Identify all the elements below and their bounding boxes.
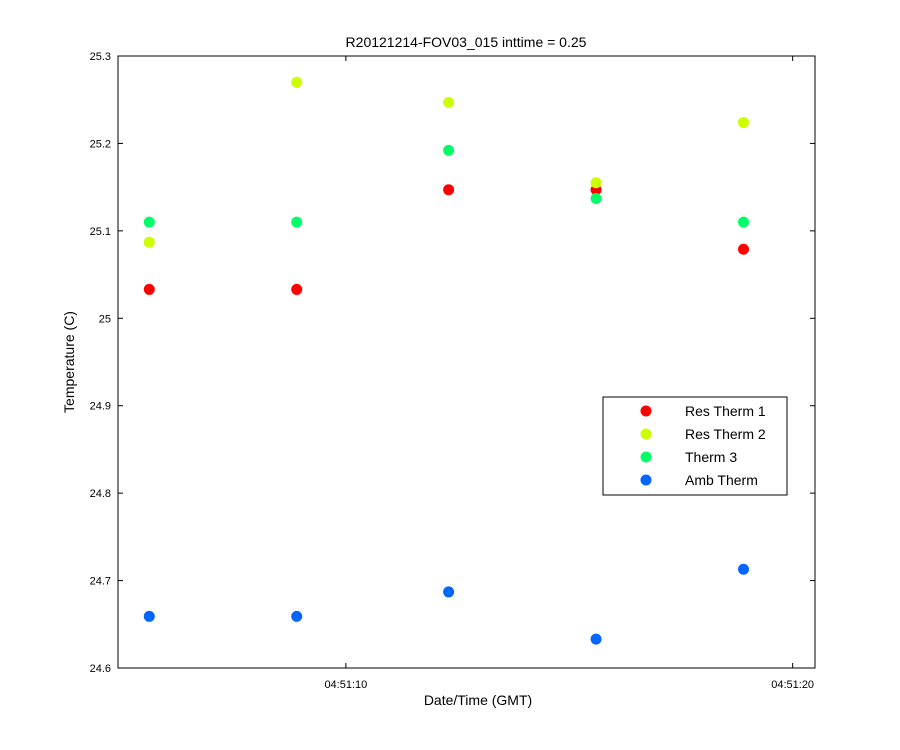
data-point [143,283,155,295]
legend-entry: Res Therm 1 [685,403,766,419]
y-tick-label: 25.1 [90,226,111,238]
legend-entry: Therm 3 [685,449,737,465]
x-axis: 04:51:10 04:51:20 [324,56,814,691]
data-point [291,610,303,622]
y-axis: 24.6 24.7 24.8 24.9 25 25.1 25.2 25.3 [90,51,815,675]
data-points [143,76,750,645]
y-axis-label: Temperature (C) [61,311,77,413]
x-tick-label: 04:51:20 [771,679,814,691]
data-point [738,563,750,575]
plot-area [117,55,816,669]
legend-marker [640,451,652,463]
data-point [738,216,750,228]
data-point [738,116,750,128]
data-point [590,193,602,205]
data-point [143,610,155,622]
series-amb-therm [143,563,750,645]
legend-entry: Amb Therm [685,472,758,488]
data-point [590,633,602,645]
x-axis-label: Date/Time (GMT) [424,692,532,708]
series-res-therm-2 [143,76,750,248]
y-tick-label: 24.8 [90,488,111,500]
legend-box [602,396,788,496]
legend-marker [640,405,652,417]
data-point [443,144,455,156]
y-tick-label: 24.7 [90,576,111,588]
data-point [443,96,455,108]
x-tick-label: 04:51:10 [324,679,367,691]
data-point [291,76,303,88]
data-point [590,177,602,189]
legend-entry: Res Therm 2 [685,426,766,442]
data-point [291,283,303,295]
legend-marker [640,428,652,440]
data-point [143,216,155,228]
y-tick-label: 25.3 [90,51,111,63]
series-res-therm-1 [143,184,750,295]
legend: Res Therm 1 Res Therm 2 Therm 3 Amb Therm [602,396,788,496]
chart-title: R20121214-FOV03_015 inttime = 0.25 [346,34,587,50]
y-tick-label: 24.6 [90,663,111,675]
y-tick-label: 24.9 [90,401,111,413]
y-tick-label: 25 [99,313,111,325]
legend-marker [640,474,652,486]
y-tick-label: 25.2 [90,138,111,150]
data-point [443,184,455,196]
data-point [143,236,155,248]
series-therm-3 [143,144,750,228]
data-point [738,243,750,255]
data-point [291,216,303,228]
data-point [443,586,455,598]
